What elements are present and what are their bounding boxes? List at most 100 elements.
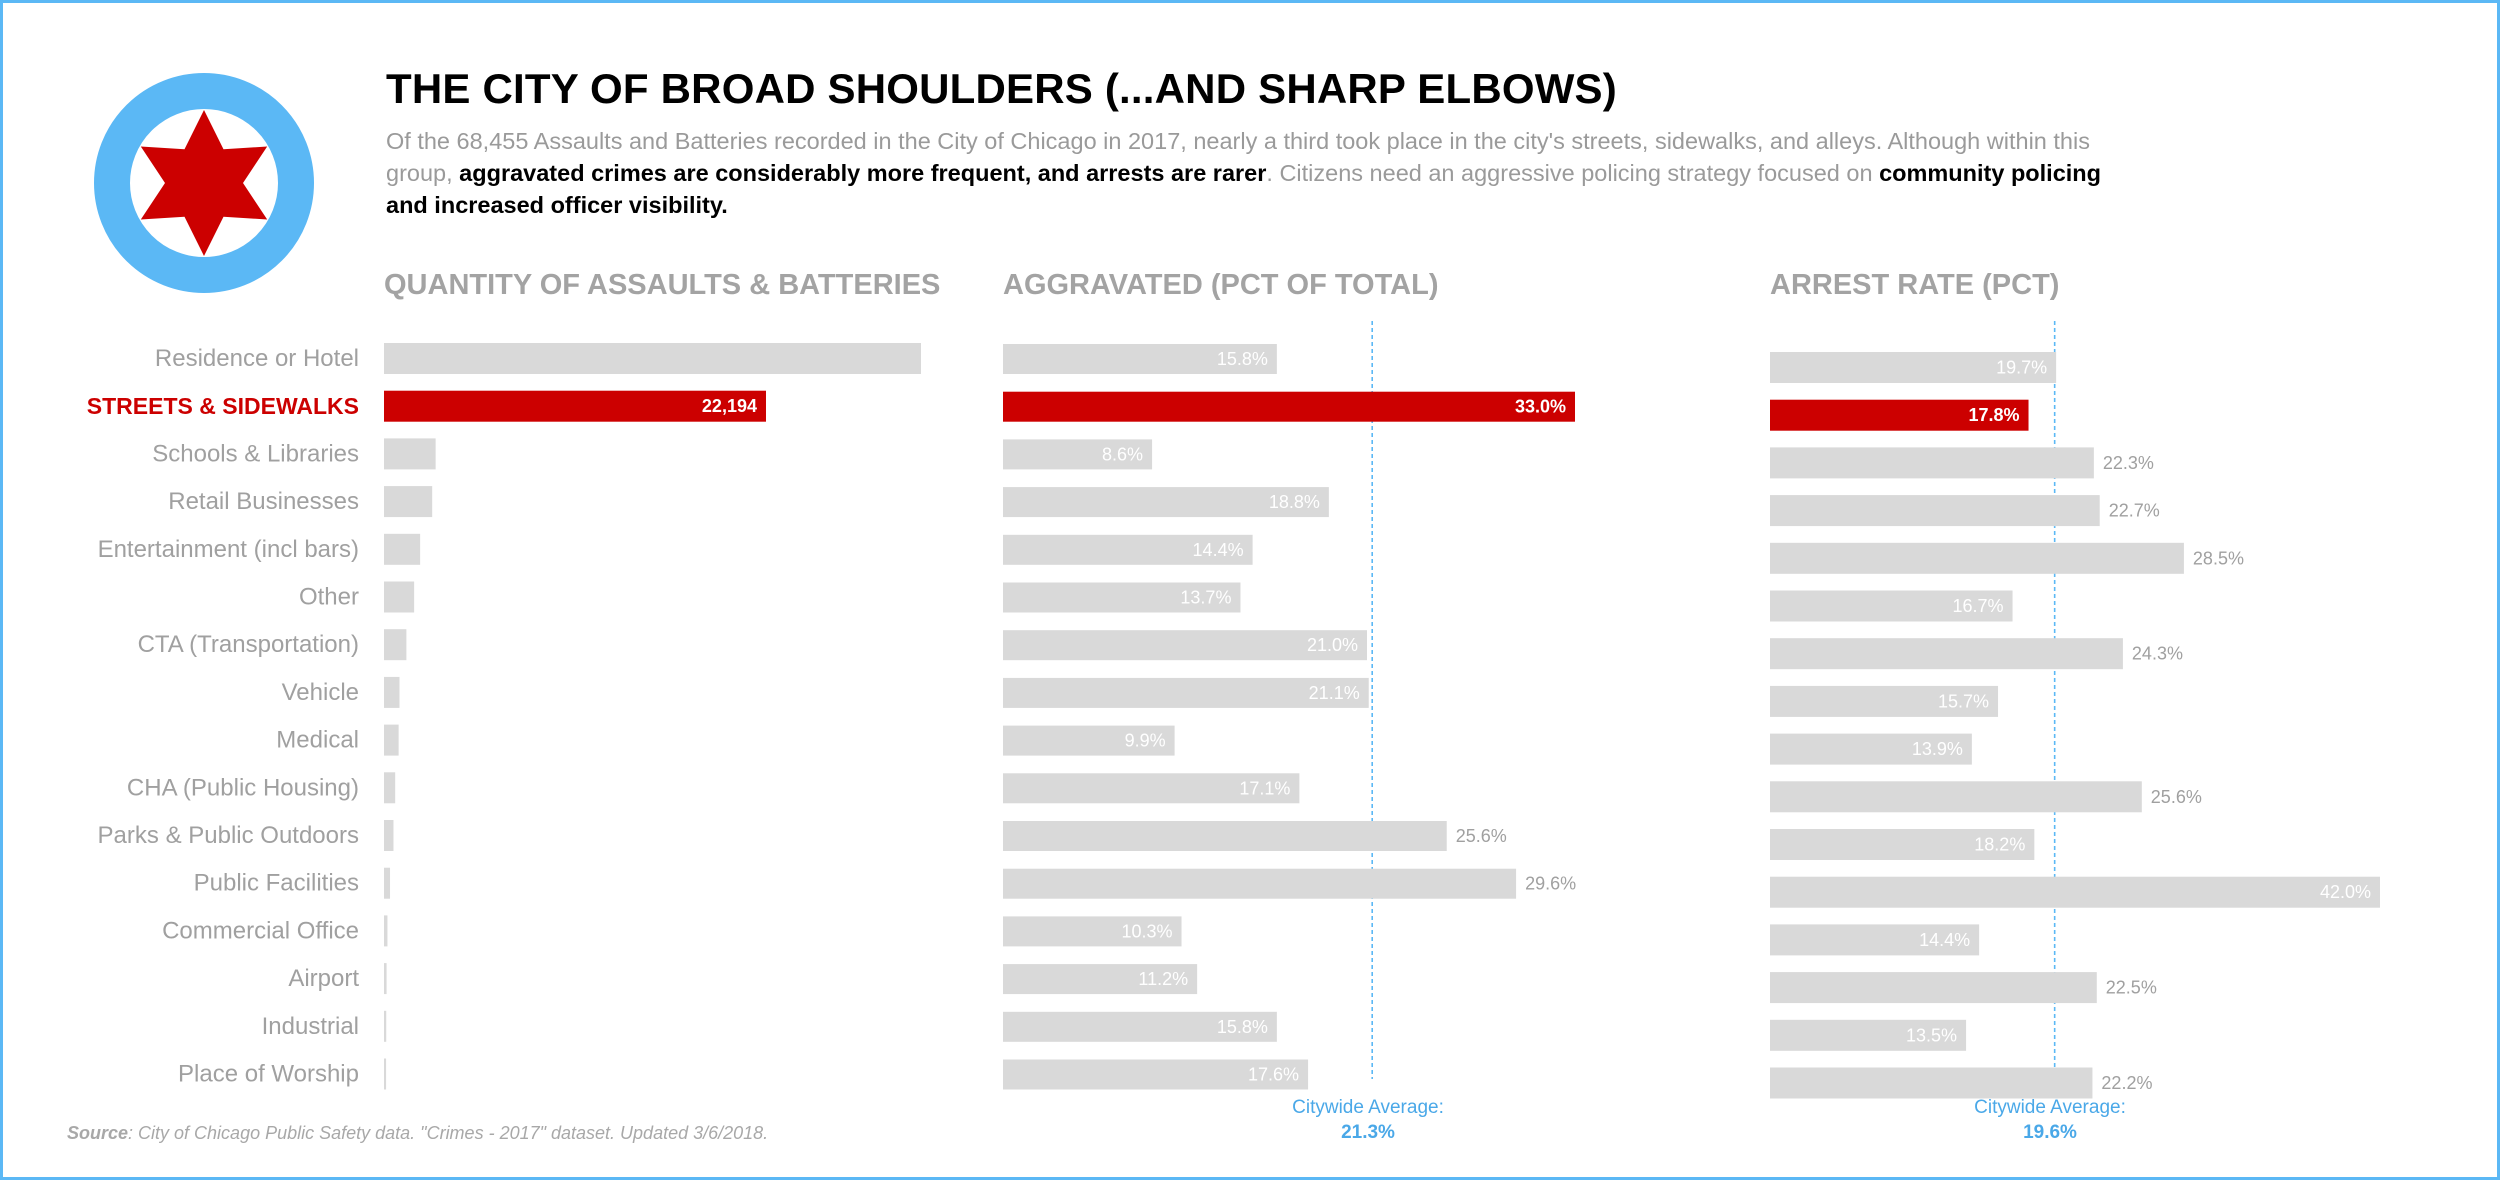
aggravated-bar bbox=[1003, 439, 1153, 470]
category-label: Industrial bbox=[262, 1013, 359, 1040]
aggravated-value-label: 17.6% bbox=[1248, 1065, 1299, 1085]
arrest-bar bbox=[1770, 829, 2035, 860]
arrest-bar bbox=[1770, 1067, 2093, 1099]
category-label: STREETS & SIDEWALKS bbox=[87, 393, 359, 419]
arrest-value-label: 14.4% bbox=[1919, 930, 1970, 950]
category-label: Residence or Hotel bbox=[155, 345, 359, 372]
aggravated-bar bbox=[1003, 916, 1182, 947]
aggravated-value-label: 21.0% bbox=[1307, 635, 1358, 655]
aggravated-value-label: 10.3% bbox=[1121, 921, 1172, 941]
category-label: Parks & Public Outdoors bbox=[98, 822, 359, 849]
aggravated-value-label: 21.1% bbox=[1309, 683, 1360, 703]
arrest-value-label: 24.3% bbox=[2132, 644, 2183, 664]
arrest-bar bbox=[1770, 638, 2123, 670]
aggravated-value-label: 29.6% bbox=[1525, 874, 1576, 894]
quantity-panel-title: QUANTITY OF ASSAULTS & BATTERIES bbox=[384, 269, 941, 301]
quantity-bar bbox=[384, 772, 396, 804]
quantity-bar bbox=[384, 820, 394, 851]
quantity-bar bbox=[384, 963, 387, 995]
arrest-value-label: 22.7% bbox=[2109, 501, 2160, 521]
subtitle-text-2: . Citizens need an aggressive policing s… bbox=[1266, 160, 1880, 186]
aggravated-bar bbox=[1003, 582, 1241, 613]
subtitle-emphasis-1: aggravated crimes are considerably more … bbox=[459, 160, 1267, 186]
category-label: Other bbox=[299, 584, 359, 611]
quantity-bar bbox=[384, 581, 415, 613]
arrest-value-label: 13.9% bbox=[1912, 739, 1963, 759]
page-title: THE CITY OF BROAD SHOULDERS (...AND SHAR… bbox=[386, 65, 1617, 112]
aggravated-bar bbox=[1003, 1059, 1309, 1090]
arrest-value-label: 22.3% bbox=[2103, 453, 2154, 473]
aggravated-value-label: 11.2% bbox=[1138, 969, 1188, 989]
quantity-value-label: 22,194 bbox=[702, 396, 757, 416]
category-label: Retail Businesses bbox=[168, 488, 359, 515]
aggravated-bar bbox=[1003, 487, 1329, 518]
category-label: Entertainment (incl bars) bbox=[98, 536, 359, 563]
quantity-bar bbox=[384, 390, 766, 422]
logo-ring bbox=[94, 73, 314, 293]
subtitle-text-1: Of the 68,455 Assaults and Batteries rec… bbox=[386, 128, 2090, 186]
quantity-bar bbox=[384, 867, 391, 899]
logo-star bbox=[140, 110, 268, 256]
category-label: Vehicle bbox=[282, 679, 359, 706]
quantity-bar bbox=[384, 724, 399, 756]
arrest-value-label: 25.6% bbox=[2151, 787, 2202, 807]
quantity-bar bbox=[384, 1010, 387, 1042]
aggravated-value-label: 18.8% bbox=[1269, 492, 1320, 512]
source-note: Source: City of Chicago Public Safety da… bbox=[67, 1123, 768, 1144]
aggravated-average-label: Citywide Average: 21.3% bbox=[1238, 1095, 1498, 1145]
page-subtitle: Of the 68,455 Assaults and Batteries rec… bbox=[386, 125, 2136, 221]
aggravated-average-caption: Citywide Average: bbox=[1292, 1097, 1444, 1118]
quantity-bar bbox=[384, 1058, 387, 1090]
arrest-bar bbox=[1770, 1019, 1967, 1051]
arrest-bar bbox=[1770, 781, 2142, 813]
aggravated-value-label: 14.4% bbox=[1193, 540, 1244, 560]
aggravated-value-label: 25.6% bbox=[1456, 826, 1507, 846]
arrest-bar bbox=[1770, 876, 2380, 908]
aggravated-bar bbox=[1003, 725, 1175, 756]
arrest-bar bbox=[1770, 685, 1999, 717]
category-label: CTA (Transportation) bbox=[138, 631, 359, 658]
aggravated-value-label: 9.9% bbox=[1125, 731, 1166, 751]
aggravated-value-label: 15.8% bbox=[1217, 1017, 1268, 1037]
aggravated-bar bbox=[1003, 1011, 1277, 1042]
arrest-value-label: 28.5% bbox=[2193, 548, 2244, 568]
subtitle-emphasis-2: community policing and increased officer… bbox=[386, 160, 2102, 218]
arrest-bar bbox=[1770, 399, 2029, 431]
aggravated-average-value: 21.3% bbox=[1341, 1122, 1395, 1143]
arrest-average-label: Citywide Average: 19.6% bbox=[1920, 1095, 2180, 1145]
quantity-bar bbox=[384, 343, 921, 374]
arrest-bar bbox=[1770, 590, 2013, 622]
aggravated-value-label: 8.6% bbox=[1102, 444, 1143, 464]
quantity-bar bbox=[384, 486, 433, 518]
aggravated-bar bbox=[1003, 534, 1253, 565]
arrest-average-value: 19.6% bbox=[2023, 1122, 2077, 1143]
category-label: Schools & Libraries bbox=[152, 440, 359, 467]
arrest-panel-title: ARREST RATE (PCT) bbox=[1770, 269, 2060, 301]
arrest-value-label: 22.2% bbox=[2101, 1073, 2152, 1093]
arrest-bar bbox=[1770, 447, 2094, 479]
category-label: CHA (Public Housing) bbox=[127, 774, 359, 801]
arrest-value-label: 19.7% bbox=[1996, 358, 2047, 378]
aggravated-value-label: 13.7% bbox=[1180, 588, 1231, 608]
arrest-bar bbox=[1770, 972, 2097, 1004]
aggravated-bar bbox=[1003, 821, 1447, 851]
quantity-bar bbox=[384, 438, 436, 470]
arrest-value-label: 13.5% bbox=[1906, 1025, 1957, 1045]
quantity-bar bbox=[384, 915, 388, 947]
category-label: Airport bbox=[288, 965, 359, 992]
category-label: Commercial Office bbox=[162, 917, 359, 944]
quantity-bar bbox=[384, 629, 407, 661]
arrest-bar bbox=[1770, 352, 2057, 383]
arrest-value-label: 42.0% bbox=[2320, 882, 2371, 902]
arrest-value-label: 17.8% bbox=[1968, 405, 2019, 425]
aggravated-value-label: 17.1% bbox=[1239, 778, 1290, 798]
quantity-bar bbox=[384, 676, 400, 708]
arrest-bar bbox=[1770, 542, 2184, 574]
aggravated-bar bbox=[1003, 773, 1300, 804]
category-label: Place of Worship bbox=[178, 1061, 359, 1088]
arrest-value-label: 15.7% bbox=[1938, 691, 1989, 711]
aggravated-bar bbox=[1003, 391, 1575, 422]
aggravated-panel-title: AGGRAVATED (PCT OF TOTAL) bbox=[1003, 269, 1439, 301]
bar-charts: Residence or Hotel STREETS & SIDEWALKS Sch… bbox=[87, 321, 2380, 1099]
